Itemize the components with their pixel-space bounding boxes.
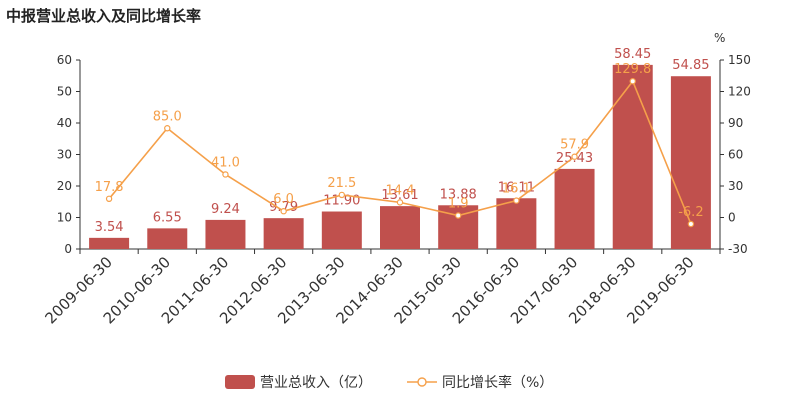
growth-rate-label: 16.1	[502, 182, 531, 197]
growth-rate-label: 21.5	[327, 176, 356, 191]
revenue-bar	[554, 168, 595, 249]
growth-rate-point	[280, 207, 287, 215]
y-left-tick-label: 60	[57, 53, 72, 67]
growth-rate-label: 6.0	[273, 192, 294, 207]
revenue-bar-label: 6.55	[153, 210, 182, 225]
revenue-bar	[380, 206, 420, 249]
revenue-bar	[612, 64, 653, 249]
y-right-tick-label: -30	[728, 242, 748, 256]
chart-title: 中报营业总收入及同比增长率	[6, 7, 202, 25]
growth-rate-label: 57.9	[560, 138, 589, 153]
y-left-tick-label: 30	[57, 148, 72, 162]
growth-rate-point	[513, 197, 520, 204]
revenue-bar	[263, 218, 304, 249]
growth-rate-point	[338, 191, 346, 199]
y-right-unit: %	[714, 31, 725, 45]
y-left-tick-label: 0	[64, 242, 72, 256]
revenue-bar-label: 58.45	[614, 47, 651, 62]
y-right-tick-label: 120	[728, 85, 751, 99]
legend-bar-label: 营业总收入（亿）	[260, 375, 372, 391]
revenue-bar	[321, 211, 362, 249]
y-right-tick-label: 150	[728, 53, 751, 67]
legend-line-marker	[417, 377, 427, 387]
growth-rate-point	[222, 171, 229, 178]
growth-rate-label: 1.9	[448, 197, 469, 212]
revenue-bar-label: 16.11	[498, 180, 535, 195]
revenue-bar-label: 13.88	[440, 187, 477, 202]
growth-rate-point	[164, 125, 171, 132]
growth-rate-label: 129.8	[614, 62, 651, 77]
y-right-tick-label: 30	[728, 179, 743, 193]
revenue-bar	[205, 219, 246, 249]
growth-rate-point	[396, 199, 404, 206]
growth-rate-point	[571, 153, 578, 160]
revenue-bar-label: 13.61	[381, 188, 418, 203]
y-right-tick-label: 0	[728, 211, 736, 225]
legend-bar-swatch	[225, 375, 255, 389]
revenue-bar	[147, 228, 188, 249]
growth-rate-label: 14.4	[386, 183, 415, 198]
y-left-tick-label: 20	[57, 179, 72, 193]
growth-rate-label: 17.8	[95, 180, 124, 195]
y-left-tick-label: 10	[57, 211, 72, 225]
revenue-bar-label: 9.79	[269, 200, 298, 215]
growth-rate-label: 41.0	[211, 155, 240, 170]
revenue-bar-label: 54.85	[672, 58, 709, 73]
growth-rate-point	[687, 220, 695, 228]
revenue-bar	[496, 198, 537, 249]
growth-rate-point	[629, 78, 636, 85]
legend-line-label: 同比增长率（%）	[442, 374, 553, 391]
y-left-tick-label: 50	[57, 85, 72, 99]
growth-rate-point	[454, 212, 462, 219]
y-right-tick-label: 90	[728, 116, 743, 130]
revenue-bar	[89, 237, 130, 249]
revenue-bar	[670, 76, 711, 249]
revenue-bar-label: 9.24	[211, 202, 240, 217]
growth-rate-label: -6.2	[678, 205, 703, 220]
y-left-tick-label: 40	[57, 116, 72, 130]
growth-rate-label: 85.0	[153, 109, 182, 124]
y-right-tick-label: 60	[728, 148, 743, 162]
growth-rate-point	[105, 195, 113, 203]
revenue-bar-label: 3.54	[95, 220, 124, 235]
